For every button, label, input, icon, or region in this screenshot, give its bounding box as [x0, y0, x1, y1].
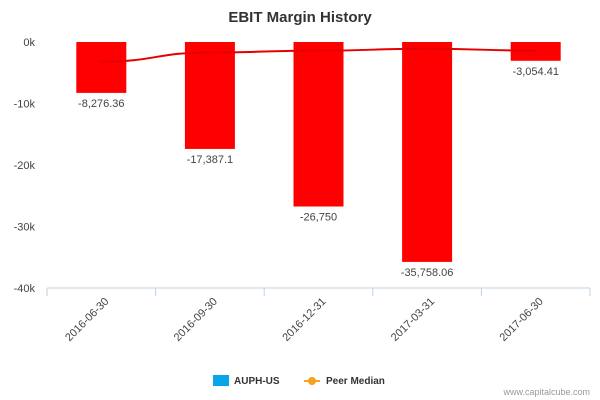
x-tick-label: 2016-12-31 [280, 296, 328, 344]
y-tick-label: -10k [14, 99, 36, 111]
x-tick-label: 2017-03-31 [389, 296, 437, 344]
bar[interactable] [402, 42, 453, 262]
bar[interactable] [76, 42, 127, 93]
bar[interactable] [184, 42, 235, 149]
legend-item-auph[interactable]: AUPH-US [213, 375, 280, 387]
bar-data-label: -35,758.06 [401, 267, 454, 279]
credit-text[interactable]: www.capitalcube.com [502, 387, 590, 397]
bar[interactable] [293, 42, 344, 207]
x-axis: 2016-06-30 2016-09-30 2016-12-31 2017-03-31… [46, 288, 591, 344]
x-tick-label: 2017-06-30 [498, 296, 546, 344]
bar-data-label: -26,750 [300, 212, 337, 224]
y-tick-label: -30k [14, 222, 36, 234]
legend[interactable]: AUPH-US Peer Median [213, 375, 385, 387]
y-tick-label: -20k [14, 160, 36, 172]
legend-peer-marker [308, 377, 316, 385]
y-tick-label: 0k [23, 37, 35, 49]
legend-auph-label: AUPH-US [234, 376, 280, 387]
data-labels: -8,276.36 -17,387.1 -26,750 -35,758.06 -3,05… [78, 66, 559, 279]
legend-item-peer[interactable]: Peer Median [304, 376, 385, 387]
bar-data-label: -17,387.1 [187, 154, 233, 166]
x-tick-label: 2016-06-30 [63, 296, 111, 344]
y-axis: 0k -10k -20k -30k -40k [14, 37, 36, 295]
chart-title: EBIT Margin History [228, 9, 372, 26]
y-tick-label: -40k [14, 283, 36, 295]
legend-peer-label: Peer Median [326, 376, 385, 387]
legend-auph-swatch [213, 375, 229, 386]
peer-median-series [101, 47, 536, 63]
peer-median-line[interactable] [101, 47, 536, 63]
bar-data-label: -3,054.41 [512, 66, 558, 78]
x-tick-label: 2016-09-30 [172, 296, 220, 344]
bar-series [76, 42, 561, 262]
bar-data-label: -8,276.36 [78, 98, 124, 110]
